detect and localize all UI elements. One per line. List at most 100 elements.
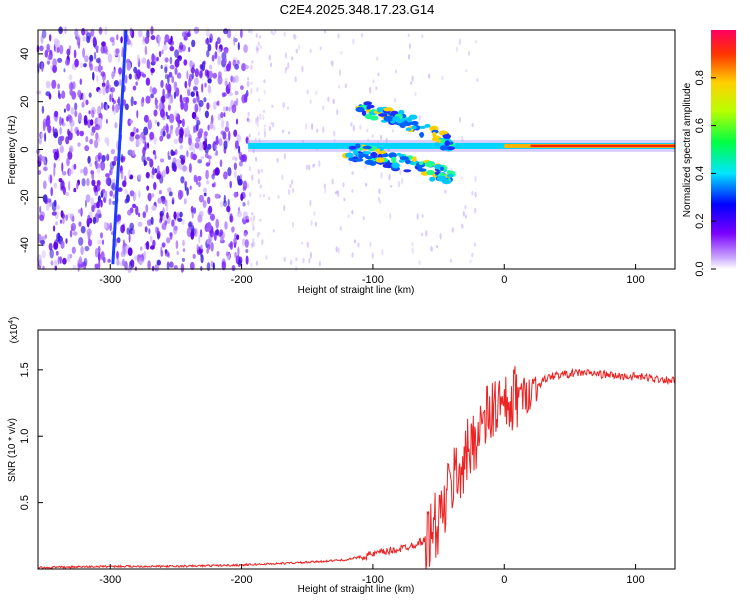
noise-speckle — [156, 259, 161, 266]
noise-speckle — [244, 64, 249, 70]
noise-speckle — [174, 59, 180, 68]
faint-speckle — [351, 210, 354, 215]
noise-speckle — [100, 251, 105, 261]
noise-speckle — [47, 124, 52, 134]
faint-speckle — [291, 179, 294, 185]
faint-speckle — [308, 257, 311, 264]
noise-speckle — [46, 43, 51, 53]
faint-speckle — [250, 88, 253, 94]
noise-speckle — [82, 47, 86, 58]
noise-speckle — [101, 188, 106, 194]
branch-blob — [363, 101, 373, 106]
noise-speckle — [59, 116, 62, 126]
noise-speckle — [55, 232, 61, 243]
noise-speckle — [41, 62, 44, 73]
faint-speckle — [300, 241, 304, 245]
noise-speckle — [166, 133, 171, 140]
faint-speckle — [295, 48, 299, 54]
faint-speckle — [309, 99, 312, 104]
faint-speckle — [311, 123, 314, 131]
x-tick-label: -300 — [99, 574, 121, 586]
x-tick-label: -200 — [231, 274, 253, 286]
faint-speckle — [458, 38, 461, 46]
noise-speckle — [62, 257, 67, 265]
colorbar-ticks: 0.0 0.2 0.4 0.6 0.8 — [694, 70, 716, 277]
noise-speckle — [176, 250, 179, 256]
faint-speckle — [474, 191, 477, 198]
faint-speckle — [312, 163, 315, 169]
noise-speckle — [109, 222, 112, 232]
noise-speckle — [210, 213, 215, 221]
faint-speckle — [255, 33, 258, 38]
noise-speckle — [69, 229, 73, 238]
faint-speckle — [421, 34, 424, 39]
noise-speckle — [67, 131, 73, 141]
noise-speckle — [228, 130, 231, 141]
noise-speckle — [150, 193, 155, 198]
faint-speckle — [256, 121, 259, 128]
noise-speckle — [232, 76, 236, 84]
noise-speckle — [175, 240, 179, 250]
noise-speckle — [184, 127, 188, 136]
noise-speckle — [161, 196, 166, 205]
faint-speckle — [248, 28, 251, 33]
noise-speckle — [112, 200, 116, 205]
noise-speckle — [227, 198, 230, 207]
faint-speckle — [318, 160, 321, 167]
noise-speckle — [134, 191, 137, 199]
noise-speckle — [52, 65, 57, 73]
branch-blob — [446, 146, 455, 150]
faint-speckle — [260, 168, 263, 173]
branch-blob — [424, 124, 431, 128]
noise-speckle — [229, 240, 234, 250]
noise-speckle — [97, 239, 103, 245]
noise-speckle — [235, 156, 238, 162]
branch-blob — [375, 157, 385, 163]
noise-speckle — [144, 36, 150, 44]
noise-speckle — [130, 96, 134, 107]
noise-speckle — [223, 112, 226, 117]
faint-speckle — [435, 245, 439, 249]
branch-blob — [361, 110, 367, 116]
faint-speckle — [282, 129, 285, 133]
noise-speckle — [91, 205, 95, 213]
noise-speckle — [53, 182, 58, 189]
noise-speckle — [177, 189, 183, 200]
branch-blob — [376, 107, 382, 113]
noise-speckle — [151, 168, 156, 176]
noise-speckle — [38, 154, 43, 162]
noise-speckle — [153, 136, 157, 145]
noise-speckle — [238, 161, 243, 167]
noise-speckle — [166, 237, 171, 244]
noise-speckle — [207, 84, 212, 94]
noise-speckle — [180, 100, 184, 110]
noise-speckle — [199, 70, 203, 79]
noise-speckle — [137, 29, 143, 38]
noise-speckle — [206, 40, 210, 45]
faint-speckle — [476, 78, 479, 82]
noise-speckle — [191, 72, 195, 80]
faint-speckle — [391, 129, 395, 133]
branch-blob — [365, 155, 373, 160]
noise-speckle — [236, 59, 240, 65]
noise-speckle — [212, 72, 218, 79]
noise-speckle — [160, 249, 164, 257]
faint-speckle — [351, 252, 354, 258]
noise-speckle — [143, 160, 148, 166]
faint-speckle — [288, 131, 291, 135]
noise-speckle — [188, 47, 191, 53]
noise-speckle — [94, 45, 99, 50]
noise-speckle — [143, 114, 149, 123]
noise-speckle — [159, 212, 163, 222]
noise-speckle — [105, 173, 110, 178]
noise-speckle — [86, 228, 92, 237]
branch-blob — [432, 131, 437, 138]
snr-panel: -300 -200 -100 0 100 0.5 1.0 1.5 Height of str… — [7, 317, 676, 595]
faint-speckle — [469, 259, 472, 264]
branch-blob — [378, 113, 388, 117]
noise-speckle — [194, 116, 199, 121]
noise-speckle — [82, 35, 86, 42]
noise-speckle — [89, 63, 94, 71]
faint-speckle — [283, 153, 286, 160]
noise-speckle — [173, 211, 177, 220]
